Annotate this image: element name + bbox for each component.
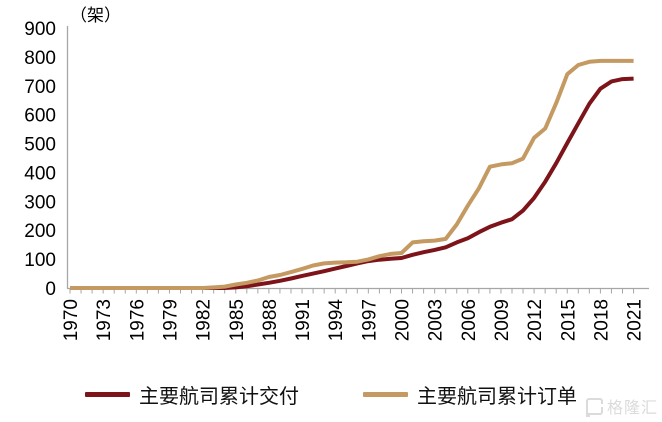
svg-text:2012: 2012 xyxy=(525,299,546,341)
gelonghui-watermark: 格隆汇 xyxy=(585,394,658,418)
legend-item-orders: 主要航司累计订单 xyxy=(363,380,577,409)
svg-text:800: 800 xyxy=(24,48,56,69)
svg-text:2021: 2021 xyxy=(625,299,646,341)
svg-text:600: 600 xyxy=(24,106,56,127)
svg-text:1991: 1991 xyxy=(293,299,314,341)
svg-text:1982: 1982 xyxy=(194,299,215,341)
svg-text:2000: 2000 xyxy=(393,299,414,341)
chart-legend: 主要航司累计交付 主要航司累计订单 xyxy=(0,374,662,414)
svg-text:2018: 2018 xyxy=(591,299,612,341)
legend-label-deliveries: 主要航司累计交付 xyxy=(139,385,299,408)
svg-text:1985: 1985 xyxy=(227,299,248,341)
legend-item-deliveries: 主要航司累计交付 xyxy=(85,380,299,409)
svg-text:1976: 1976 xyxy=(127,299,148,341)
svg-text:2006: 2006 xyxy=(459,299,480,341)
line-chart-plot: 0 100 200 300 400 500 600 700 800 900 1970 1973 1976… xyxy=(24,6,649,342)
svg-text:2003: 2003 xyxy=(426,299,447,341)
svg-text:100: 100 xyxy=(24,250,56,271)
svg-text:1994: 1994 xyxy=(326,299,347,342)
svg-text:0: 0 xyxy=(45,279,56,300)
svg-text:500: 500 xyxy=(24,135,56,156)
gelonghui-logo-icon xyxy=(585,397,604,417)
legend-label-orders: 主要航司累计订单 xyxy=(417,385,577,408)
svg-text:1988: 1988 xyxy=(260,299,281,341)
svg-text:400: 400 xyxy=(24,163,56,184)
svg-text:（架）: （架） xyxy=(70,6,121,25)
legend-swatch-orders-line xyxy=(363,391,408,397)
svg-text:1973: 1973 xyxy=(94,299,115,341)
svg-text:300: 300 xyxy=(24,192,56,213)
svg-text:900: 900 xyxy=(24,19,56,40)
svg-text:1997: 1997 xyxy=(359,299,380,341)
svg-text:2015: 2015 xyxy=(558,299,579,341)
svg-text:700: 700 xyxy=(24,77,56,98)
svg-text:200: 200 xyxy=(24,221,56,242)
svg-text:2009: 2009 xyxy=(492,299,513,341)
svg-text:1970: 1970 xyxy=(61,299,82,341)
gelonghui-watermark-text: 格隆汇 xyxy=(606,400,658,417)
legend-swatch-deliveries-line xyxy=(85,391,130,397)
svg-text:1979: 1979 xyxy=(160,299,181,341)
